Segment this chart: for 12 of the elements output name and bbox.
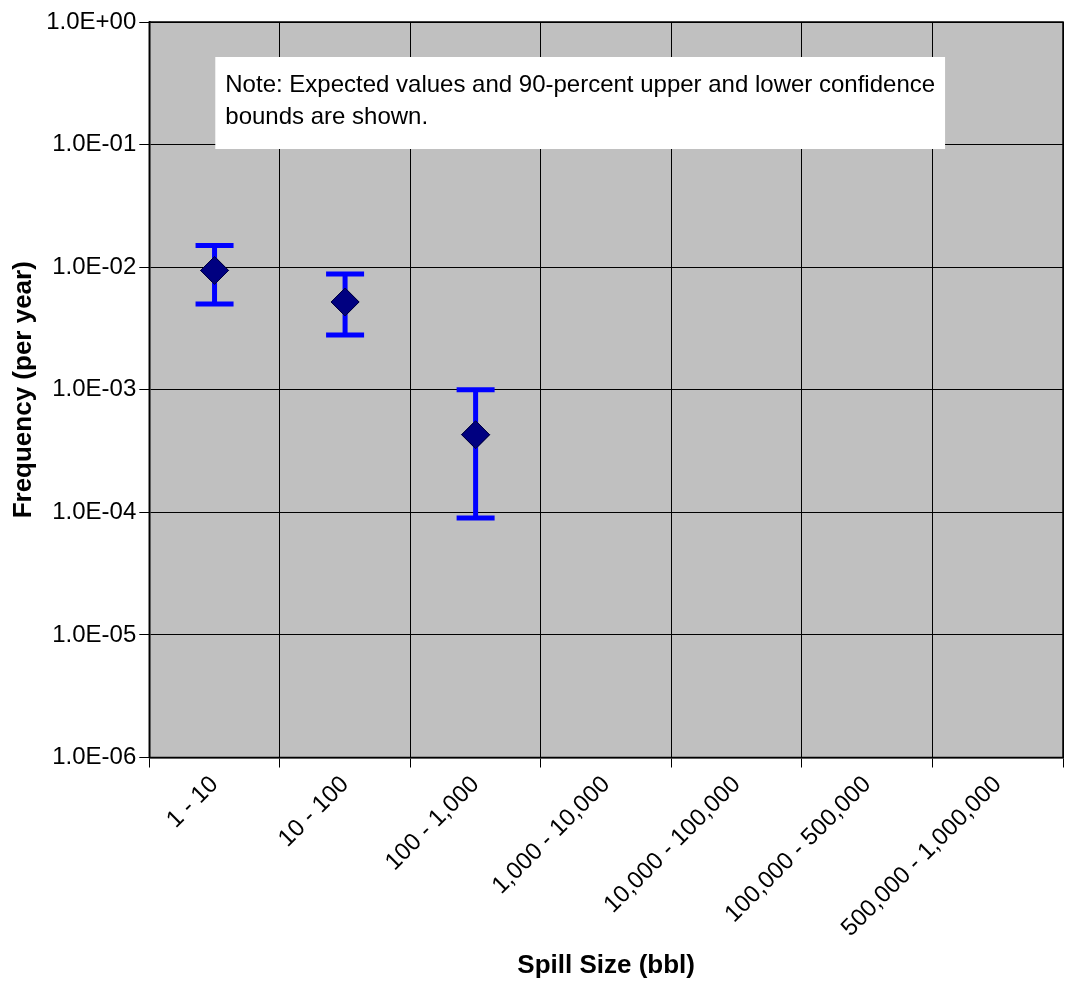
y-axis-title: Frequency (per year) [6, 261, 37, 519]
annotation: Note: Expected values and 90-percent upper and lower confidence bounds are shown. [225, 69, 936, 129]
y-tick-label: 1.0E-03 [52, 374, 137, 402]
x-axis-title: Spill Size (bbl) [517, 948, 695, 979]
y-tick-label: 1.0E-05 [52, 619, 137, 647]
x-tick-label: 1 - 10 [160, 769, 223, 833]
y-tick-label: 1.0E-06 [52, 742, 137, 770]
x-tick-label: 10 - 100 [271, 769, 354, 852]
y-tick-label: 1.0E-02 [52, 251, 137, 279]
y-tick-label: 1.0E-04 [52, 496, 137, 524]
y-tick-label: 1.0E+00 [46, 6, 137, 34]
y-tick-label: 1.0E-01 [52, 129, 137, 157]
